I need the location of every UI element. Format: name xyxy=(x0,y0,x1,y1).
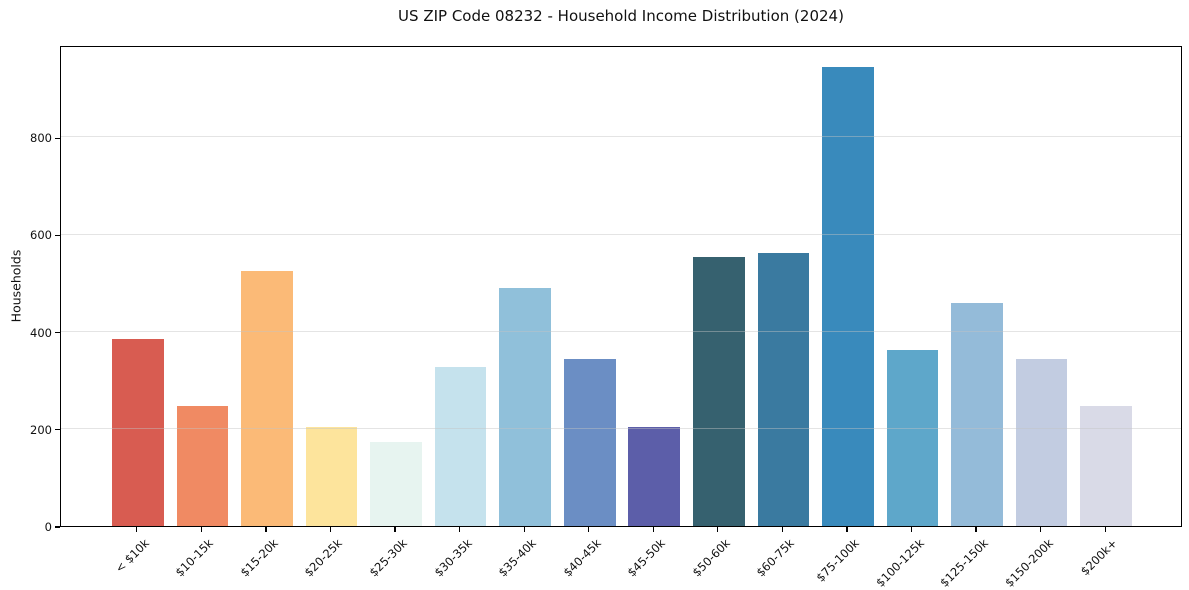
bar-$30-35k xyxy=(434,366,487,526)
x-tick-mark xyxy=(975,527,977,532)
x-tick-mark xyxy=(846,527,848,532)
bar-$15-20k xyxy=(241,270,293,526)
x-tick-label-$10-15k: $10-15k xyxy=(172,536,217,580)
y-tick-mark xyxy=(55,526,60,528)
x-tick-label-$45-50k: $45-50k xyxy=(624,536,669,580)
x-tick-mark xyxy=(588,527,590,532)
x-tick-label-$35-40k: $35-40k xyxy=(495,536,540,580)
x-tick-label-$20-25k: $20-25k xyxy=(301,536,346,580)
x-tick-label-$40-45k: $40-45k xyxy=(560,536,604,580)
bar-$25-30k xyxy=(370,442,422,526)
x-tick-label-$75-100k: $75-100k xyxy=(813,536,862,585)
x-tick-mark xyxy=(136,527,138,532)
bar-$200k+ xyxy=(1080,405,1132,526)
x-tick-label-$30-35k: $30-35k xyxy=(431,536,475,580)
y-tick-label-800: 800 xyxy=(30,131,52,146)
x-tick-mark xyxy=(1040,527,1042,532)
x-tick-mark xyxy=(717,527,719,532)
x-tick-mark xyxy=(910,527,913,532)
y-tick-mark xyxy=(55,429,60,431)
bar-< $10k xyxy=(112,339,164,526)
x-tick-label-$125-150k: $125-150k xyxy=(937,536,991,590)
x-tick-label-$200k+: $200k+ xyxy=(1077,536,1121,579)
bar-$50-60k xyxy=(693,257,745,526)
x-tick-mark xyxy=(265,527,267,532)
x-tick-label-$50-60k: $50-60k xyxy=(689,536,733,580)
bar-$125-150k xyxy=(951,303,1003,526)
x-tick-mark xyxy=(781,527,783,532)
y-tick-label-200: 200 xyxy=(30,422,52,437)
bar-$150-200k xyxy=(1015,358,1068,526)
gridline-400 xyxy=(61,330,1181,332)
chart-title: US ZIP Code 08232 - Household Income Dis… xyxy=(398,7,844,25)
y-tick-mark xyxy=(55,332,60,334)
x-tick-mark xyxy=(459,527,461,532)
x-tick-mark xyxy=(523,527,525,532)
bar-$20-25k xyxy=(305,427,358,526)
bar-$10-15k xyxy=(176,406,229,526)
y-tick-mark xyxy=(55,137,60,139)
bar-$60-75k xyxy=(757,252,810,526)
x-tick-label-$15-20k: $15-20k xyxy=(237,536,281,580)
x-tick-mark xyxy=(394,527,396,532)
x-tick-label-< $10k: < $10k xyxy=(112,536,152,576)
x-tick-label-$25-30k: $25-30k xyxy=(366,536,410,580)
x-tick-mark xyxy=(200,527,202,532)
y-tick-label-400: 400 xyxy=(30,325,52,340)
y-tick-label-0: 0 xyxy=(44,520,52,534)
bar-$40-45k xyxy=(563,359,616,526)
bar-$45-50k xyxy=(628,426,681,526)
y-axis-label: Households xyxy=(8,249,24,323)
y-tick-label-600: 600 xyxy=(30,228,52,243)
bar-$75-100k xyxy=(822,66,874,526)
gridline-600 xyxy=(61,233,1181,235)
gridline-200 xyxy=(61,427,1181,429)
y-tick-mark xyxy=(55,234,60,237)
x-tick-mark xyxy=(1104,527,1106,532)
x-tick-label-$100-125k: $100-125k xyxy=(872,536,927,590)
bar-$35-40k xyxy=(499,288,551,526)
plot-area xyxy=(60,46,1182,527)
x-tick-mark xyxy=(652,527,654,532)
x-tick-label-$150-200k: $150-200k xyxy=(1001,536,1056,590)
x-tick-label-$60-75k: $60-75k xyxy=(753,536,798,580)
x-tick-mark xyxy=(329,527,332,532)
gridline-800 xyxy=(61,136,1181,138)
bar-$100-125k xyxy=(886,349,939,526)
